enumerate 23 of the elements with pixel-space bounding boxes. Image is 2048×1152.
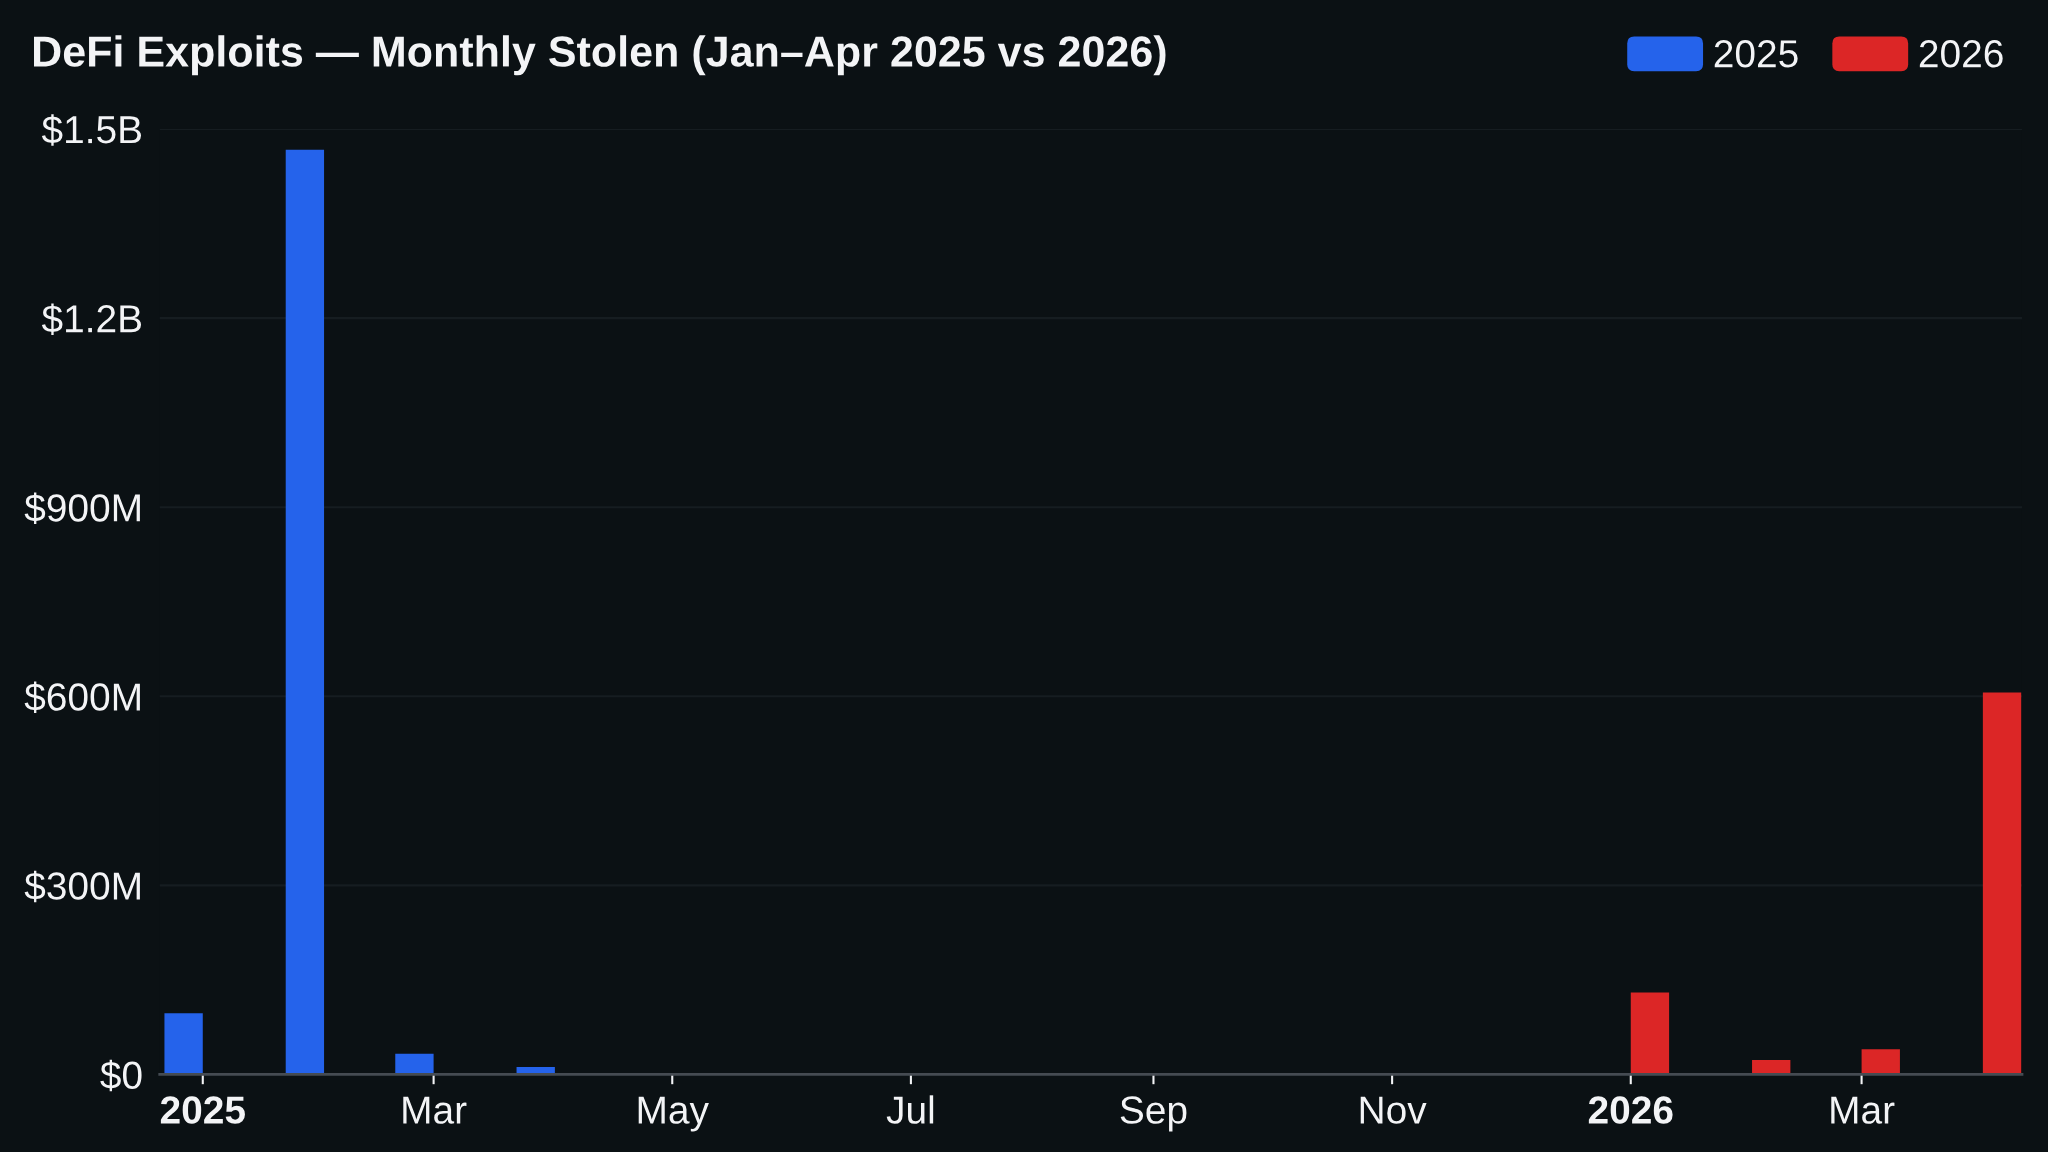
y-tick-label: $1.2B [41, 303, 142, 335]
bar [1982, 692, 2022, 1075]
x-tick-label: Jul [886, 1095, 934, 1124]
bar [164, 1013, 203, 1075]
chart-title: DeFi Exploits — Monthly Stolen (Jan–Apr 2025 vs 2026) [34, 35, 1166, 76]
y-tick-label: $0 [100, 1059, 142, 1092]
x-tick-label: 2026 [1588, 1096, 1673, 1124]
x-tick-label: May [638, 1096, 709, 1132]
y-tick-label: $300M [24, 870, 140, 903]
bar [1861, 1049, 1900, 1075]
y-tick-label: $1.5B [41, 114, 142, 146]
x-tick-label: Sep [1120, 1096, 1187, 1132]
y-tick-label: $900M [24, 492, 140, 524]
bar [1630, 992, 1670, 1075]
y-tick-label: $600M [24, 681, 140, 714]
x-tick-label: Mar [1831, 1096, 1895, 1124]
bar [285, 149, 325, 1075]
legend-label: 2026 [1919, 40, 2003, 68]
x-tick-label: 2025 [160, 1096, 245, 1124]
bar [395, 1053, 434, 1075]
x-tick-label: Nov [1360, 1096, 1427, 1124]
x-tick-label: Mar [403, 1096, 467, 1124]
legend-label: 2025 [1714, 40, 1798, 68]
